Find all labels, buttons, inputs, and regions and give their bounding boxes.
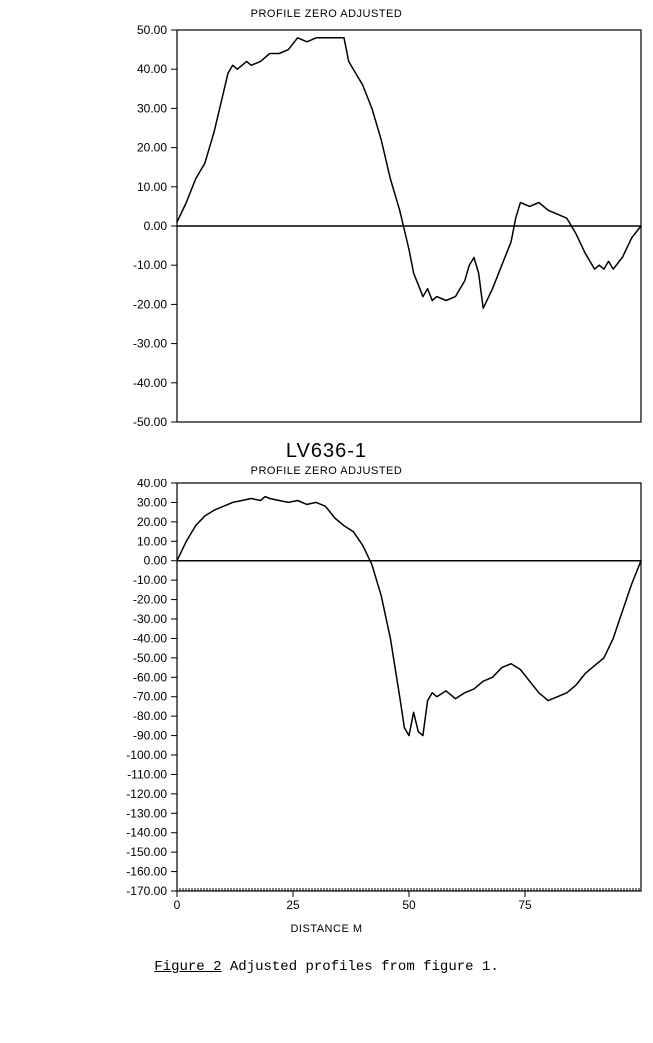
svg-text:-50.00: -50.00	[133, 651, 167, 665]
svg-text:-40.00: -40.00	[133, 631, 167, 645]
svg-text:40.00: 40.00	[137, 62, 167, 76]
svg-text:-90.00: -90.00	[133, 729, 167, 743]
svg-text:-60.00: -60.00	[133, 670, 167, 684]
svg-text:-120.00: -120.00	[126, 787, 167, 801]
svg-text:-150.00: -150.00	[126, 845, 167, 859]
svg-text:-170.00: -170.00	[126, 884, 167, 898]
x-axis-label: DISTANCE M	[6, 923, 647, 935]
svg-text:30.00: 30.00	[137, 495, 167, 509]
svg-text:10.00: 10.00	[137, 180, 167, 194]
svg-text:50.00: 50.00	[137, 23, 167, 37]
svg-text:75: 75	[518, 898, 532, 912]
svg-text:30.00: 30.00	[137, 101, 167, 115]
chart1-title: PROFILE ZERO ADJUSTED	[6, 8, 647, 20]
figure-caption-text: Adjusted profiles from figure 1.	[221, 959, 498, 975]
chart2-svg: -170.00 -160.00 -150.00 -140.00 -130.00 -120.…	[87, 479, 647, 919]
svg-text:25: 25	[286, 898, 300, 912]
chart1-svg: -50.00 -40.00 -30.00 -20.00 -10.00 0.00 10.00 2…	[87, 22, 647, 432]
svg-text:0.00: 0.00	[144, 219, 168, 233]
svg-text:-70.00: -70.00	[133, 690, 167, 704]
svg-text:-20.00: -20.00	[133, 297, 167, 311]
svg-text:-40.00: -40.00	[133, 376, 167, 390]
svg-text:-10.00: -10.00	[133, 573, 167, 587]
chart1: -50.00 -40.00 -30.00 -20.00 -10.00 0.00 10.00 2…	[6, 22, 647, 432]
svg-text:-30.00: -30.00	[133, 337, 167, 351]
svg-text:20.00: 20.00	[137, 141, 167, 155]
svg-text:-80.00: -80.00	[133, 709, 167, 723]
svg-text:-130.00: -130.00	[126, 806, 167, 820]
svg-text:40.00: 40.00	[137, 479, 167, 490]
figure-caption-label: Figure 2	[154, 959, 221, 975]
svg-text:-160.00: -160.00	[126, 865, 167, 879]
svg-text:-100.00: -100.00	[126, 748, 167, 762]
svg-text:-10.00: -10.00	[133, 258, 167, 272]
svg-text:0.00: 0.00	[144, 554, 168, 568]
svg-text:50: 50	[402, 898, 416, 912]
svg-text:-140.00: -140.00	[126, 826, 167, 840]
figure-caption: Figure 2 Adjusted profiles from figure 1…	[6, 959, 647, 975]
svg-text:20.00: 20.00	[137, 515, 167, 529]
svg-text:-30.00: -30.00	[133, 612, 167, 626]
svg-text:-20.00: -20.00	[133, 593, 167, 607]
svg-text:-50.00: -50.00	[133, 415, 167, 429]
chart2: -170.00 -160.00 -150.00 -140.00 -130.00 -120.…	[6, 479, 647, 919]
svg-text:0: 0	[174, 898, 181, 912]
mid-label: LV636-1	[6, 440, 647, 463]
chart2-title: PROFILE ZERO ADJUSTED	[6, 465, 647, 477]
svg-text:10.00: 10.00	[137, 534, 167, 548]
svg-text:-110.00: -110.00	[127, 767, 167, 781]
